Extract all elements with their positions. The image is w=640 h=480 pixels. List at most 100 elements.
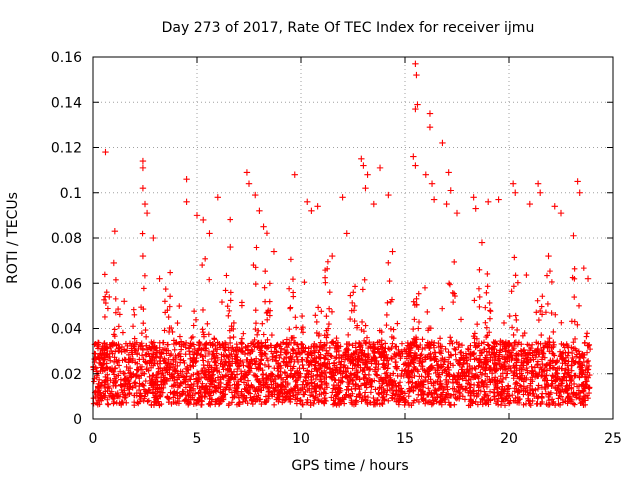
roti-point [102, 148, 109, 156]
x-tick-label: 25 [604, 431, 622, 447]
roti-point [121, 298, 128, 305]
roti-point [478, 239, 486, 246]
roti-point [509, 180, 517, 187]
roti-point [584, 275, 592, 282]
roti-point [422, 171, 429, 178]
roti-point [314, 203, 321, 210]
y-axis-label: ROTI / TECUs [5, 192, 21, 284]
roti-point [252, 191, 259, 199]
x-axis-label: GPS time / hours [291, 458, 408, 474]
roti-point [111, 228, 119, 235]
x-tick-label: 15 [396, 431, 414, 447]
roti-point [574, 178, 581, 185]
roti-point [439, 139, 446, 147]
roti-point [430, 196, 438, 203]
roti-point [150, 234, 157, 242]
roti-point [200, 216, 207, 224]
roti-point [534, 180, 542, 187]
roti-point [291, 171, 298, 178]
roti-point [339, 194, 346, 201]
roti-point [139, 252, 147, 260]
y-tick-label: 0.04 [51, 322, 82, 338]
roti-point [143, 209, 151, 217]
roti-point [412, 105, 419, 113]
roti-point [141, 200, 149, 208]
x-tick-label: 20 [500, 431, 518, 447]
roti-point [551, 203, 558, 210]
roti-point [370, 200, 377, 208]
y-tick-label: 0.08 [51, 231, 82, 247]
roti-point [183, 175, 190, 183]
roti-point [156, 275, 163, 282]
grid-lines [93, 57, 613, 419]
roti-point [557, 209, 565, 217]
roti-point [576, 189, 583, 196]
roti-point [139, 164, 147, 172]
y-tick-label: 0.12 [51, 141, 82, 157]
dense-roti-markers [90, 216, 593, 409]
roti-point [193, 212, 201, 219]
roti-point [245, 180, 253, 187]
roti-point [385, 191, 392, 199]
roti-point [495, 196, 502, 203]
roti-point [426, 110, 434, 117]
data-points [102, 60, 592, 305]
roti-point [329, 252, 336, 260]
roti-point [389, 248, 396, 255]
roti-point [426, 123, 434, 131]
roti-point [358, 155, 365, 163]
y-axis-tick-labels: 0 0.02 0.04 0.06 0.08 0.1 0.12 0.14 0.16 [51, 50, 82, 428]
roti-point [304, 198, 311, 205]
roti-point [214, 194, 221, 201]
roti-point [260, 223, 267, 230]
x-tick-label: 10 [292, 431, 310, 447]
dense-data-band [90, 216, 593, 409]
roti-point [139, 157, 147, 165]
roti-point [206, 230, 213, 237]
roti-point [445, 169, 452, 176]
y-tick-label: 0.1 [60, 186, 82, 202]
y-tick-label: 0.02 [51, 367, 82, 383]
roti-point [414, 101, 421, 108]
roti-point [537, 189, 544, 196]
y-tick-label: 0 [73, 412, 82, 428]
y-tick-label: 0.06 [51, 276, 82, 292]
y-tick-label: 0.16 [51, 50, 82, 66]
roti-point [243, 169, 251, 176]
roti-point [227, 243, 234, 251]
roti-point [428, 180, 436, 187]
axis-ticks [92, 56, 614, 420]
roti-point [470, 194, 477, 201]
roti-point [364, 171, 371, 178]
x-tick-label: 0 [89, 431, 98, 447]
roti-point [570, 232, 577, 239]
roti-point [270, 248, 278, 255]
roti-point [412, 162, 419, 169]
roti-point [453, 209, 461, 217]
roti-point [362, 185, 369, 192]
roti-point [443, 200, 450, 208]
roti-point [360, 162, 367, 169]
y-tick-label: 0.14 [51, 95, 82, 111]
roti-point [447, 187, 454, 194]
roti-point [545, 252, 552, 260]
roti-point [183, 198, 190, 205]
roti-point [139, 185, 147, 192]
roti-point [413, 71, 420, 79]
roti-point [308, 207, 315, 215]
roti-point [410, 153, 417, 160]
x-axis-tick-labels: 0 5 10 15 20 25 [89, 431, 622, 447]
x-tick-label: 5 [193, 431, 202, 447]
roti-point [376, 164, 384, 172]
roti-point [485, 198, 492, 205]
roti-point [512, 189, 519, 196]
roti-point [343, 230, 350, 237]
roti-point [472, 205, 479, 212]
roti-point [110, 259, 117, 267]
roti-point [526, 200, 533, 208]
chart-title: Day 273 of 2017, Rate Of TEC Index for r… [162, 20, 535, 36]
roti-point [256, 207, 263, 215]
roti-point [412, 60, 419, 67]
